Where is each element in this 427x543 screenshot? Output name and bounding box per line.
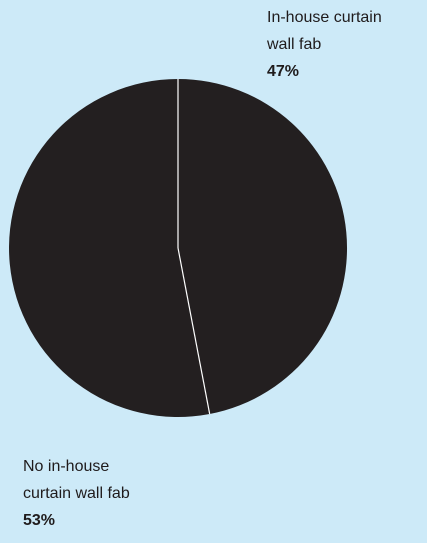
slice-value-no-in-house: 53% — [23, 512, 56, 529]
slice-label-in-house: In-house curtain wall fab 47% — [267, 4, 427, 85]
slice-separator-line — [177, 247, 211, 415]
pie-slice-no-in-house — [9, 79, 210, 418]
slice-name-in-house: In-house curtain wall fab — [267, 9, 382, 53]
pie-slice-in-house — [178, 79, 348, 415]
slice-label-no-in-house: No in-house curtain wall fab 53% — [23, 453, 193, 534]
slice-name-no-in-house: No in-house curtain wall fab — [23, 458, 130, 502]
slice-value-in-house: 47% — [267, 63, 300, 80]
